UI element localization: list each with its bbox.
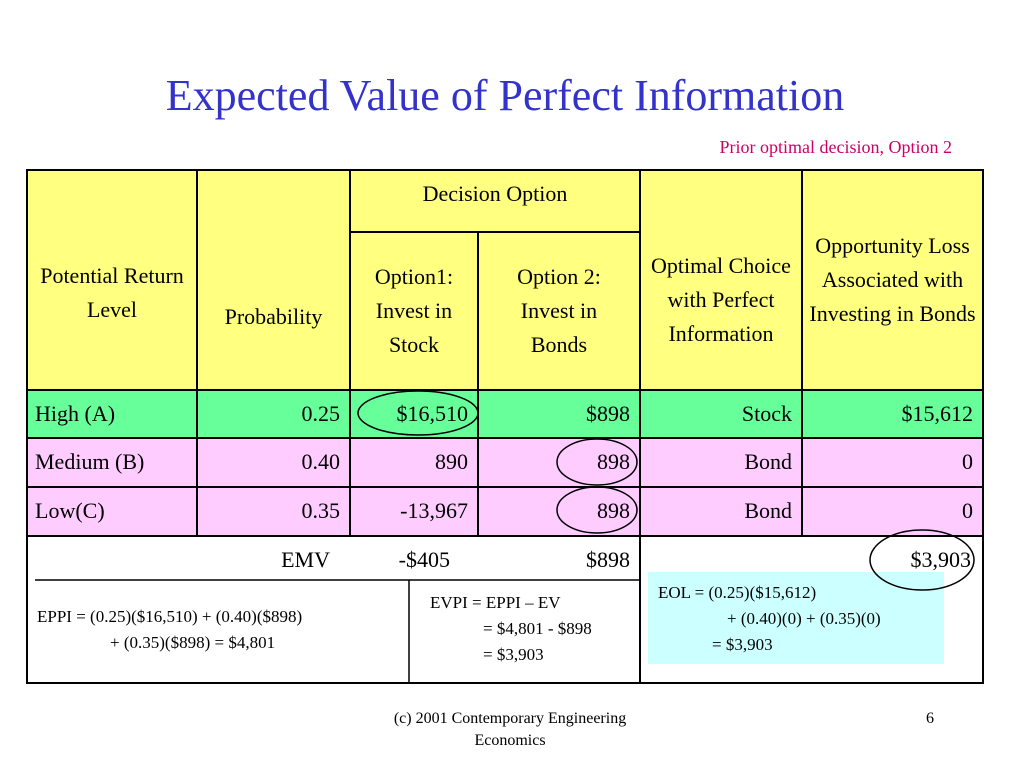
eppi-line: EPPI = (0.25)($16,510) + (0.40)($898) (37, 607, 303, 626)
table-cell: Medium (B) (35, 449, 145, 474)
table-cell: -13,967 (400, 498, 468, 523)
table-cell: 0.40 (301, 449, 341, 474)
header-cell: Option1: Invest in Stock (374, 264, 454, 357)
table-cell: High (A) (35, 401, 116, 426)
emv-value: -$405 (398, 547, 450, 572)
table-cell: 0.35 (301, 498, 341, 523)
header-cell: Option 2: Invest in Bonds (517, 264, 601, 357)
emv-label: EMV (281, 547, 330, 572)
header-cell: Decision Option (422, 181, 568, 206)
table-cell: 898 (597, 498, 630, 523)
eol-line: + (0.40)(0) + (0.35)(0) (727, 609, 881, 628)
header-cell: Opportunity Loss Associated with Investi… (809, 233, 976, 326)
table-cell: 898 (597, 449, 630, 474)
footer: (c) 2001 Contemporary Engineering Econom… (393, 710, 627, 749)
evpi-line: EVPI = EPPI – EV (430, 593, 561, 612)
evpi-line: = $3,903 (483, 645, 544, 664)
table-cell: 890 (435, 449, 468, 474)
eol-line: = $3,903 (712, 635, 773, 654)
header-cell: Potential Return Level (40, 263, 184, 322)
note: Prior optimal decision, Option 2 (719, 137, 952, 157)
header-cell: Probability (224, 304, 323, 329)
table-cell: $15,612 (901, 401, 974, 426)
evpi-line: = $4,801 - $898 (483, 619, 592, 638)
table-cell: Bond (744, 498, 792, 523)
eol-line: EOL = (0.25)($15,612) (658, 583, 817, 602)
table-cell: Low(C) (35, 498, 105, 523)
eppi-line: + (0.35)($898) = $4,801 (110, 633, 276, 652)
table-cell: Bond (744, 449, 792, 474)
table-cell: 0 (962, 498, 973, 523)
title: Expected Value of Perfect Information (165, 71, 845, 120)
table-cell: $16,510 (396, 401, 469, 426)
page-number: 6 (926, 710, 934, 727)
table-cell: 0.25 (301, 401, 341, 426)
table-cell: $898 (586, 401, 630, 426)
eol-total: $3,903 (910, 547, 972, 572)
table-cell: 0 (962, 449, 973, 474)
table-cell: Stock (741, 401, 792, 426)
emv-value: $898 (586, 547, 630, 572)
